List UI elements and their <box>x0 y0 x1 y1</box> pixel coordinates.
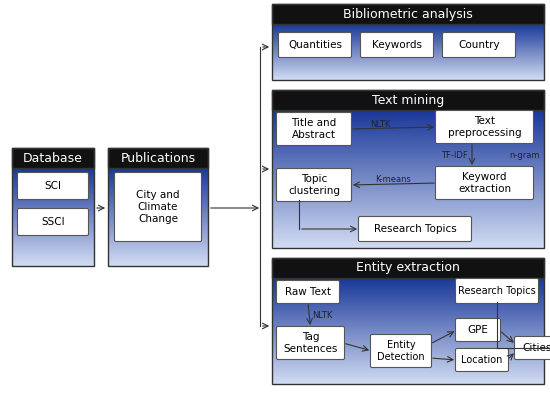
Text: Topic
clustering: Topic clustering <box>288 174 340 196</box>
Text: City and
Climate
Change: City and Climate Change <box>136 190 180 224</box>
Text: Tag
Sentences: Tag Sentences <box>283 332 338 354</box>
FancyBboxPatch shape <box>278 33 351 58</box>
FancyBboxPatch shape <box>436 166 534 199</box>
Text: Keyword
extraction: Keyword extraction <box>458 172 511 194</box>
Text: Research Topics: Research Topics <box>373 224 456 234</box>
FancyBboxPatch shape <box>359 216 471 241</box>
FancyBboxPatch shape <box>455 318 500 342</box>
Text: n-gram: n-gram <box>509 150 539 159</box>
FancyBboxPatch shape <box>514 337 550 360</box>
Bar <box>272 4 544 24</box>
Text: Location: Location <box>461 355 503 365</box>
Text: Entity extraction: Entity extraction <box>356 262 460 274</box>
FancyBboxPatch shape <box>277 112 351 145</box>
Text: Keywords: Keywords <box>372 40 422 50</box>
Bar <box>272 4 544 80</box>
Text: SCI: SCI <box>45 181 62 191</box>
Text: Text
preprocessing: Text preprocessing <box>448 116 521 138</box>
FancyBboxPatch shape <box>114 173 201 241</box>
Text: GPE: GPE <box>468 325 488 335</box>
Text: Publications: Publications <box>120 152 196 164</box>
Bar <box>108 148 208 168</box>
Bar <box>272 258 544 278</box>
Text: Text mining: Text mining <box>372 94 444 106</box>
Text: Database: Database <box>23 152 83 164</box>
FancyBboxPatch shape <box>18 208 89 236</box>
Bar <box>272 90 544 248</box>
FancyBboxPatch shape <box>436 110 534 143</box>
Text: TF-IDF: TF-IDF <box>441 150 468 159</box>
Text: Research Topics: Research Topics <box>458 286 536 296</box>
Bar <box>12 148 94 266</box>
Text: Title and
Abstract: Title and Abstract <box>292 118 337 140</box>
FancyBboxPatch shape <box>455 279 538 304</box>
Text: NLTK: NLTK <box>370 119 390 129</box>
Bar <box>272 90 544 110</box>
FancyBboxPatch shape <box>360 33 433 58</box>
Bar <box>108 148 208 266</box>
Text: K-means: K-means <box>376 175 411 183</box>
Text: SSCI: SSCI <box>41 217 65 227</box>
Text: Country: Country <box>458 40 500 50</box>
Text: Cities: Cities <box>522 343 550 353</box>
FancyBboxPatch shape <box>18 173 89 199</box>
FancyBboxPatch shape <box>277 326 344 360</box>
FancyBboxPatch shape <box>277 281 339 304</box>
FancyBboxPatch shape <box>455 349 509 372</box>
Text: NLTK: NLTK <box>312 311 332 319</box>
FancyBboxPatch shape <box>443 33 515 58</box>
FancyBboxPatch shape <box>277 169 351 201</box>
FancyBboxPatch shape <box>371 335 432 368</box>
Text: Entity
Detection: Entity Detection <box>377 340 425 362</box>
Text: Bibliometric analysis: Bibliometric analysis <box>343 7 473 21</box>
Bar <box>272 258 544 384</box>
Bar <box>12 148 94 168</box>
Text: Raw Text: Raw Text <box>285 287 331 297</box>
Text: Quantities: Quantities <box>288 40 342 50</box>
